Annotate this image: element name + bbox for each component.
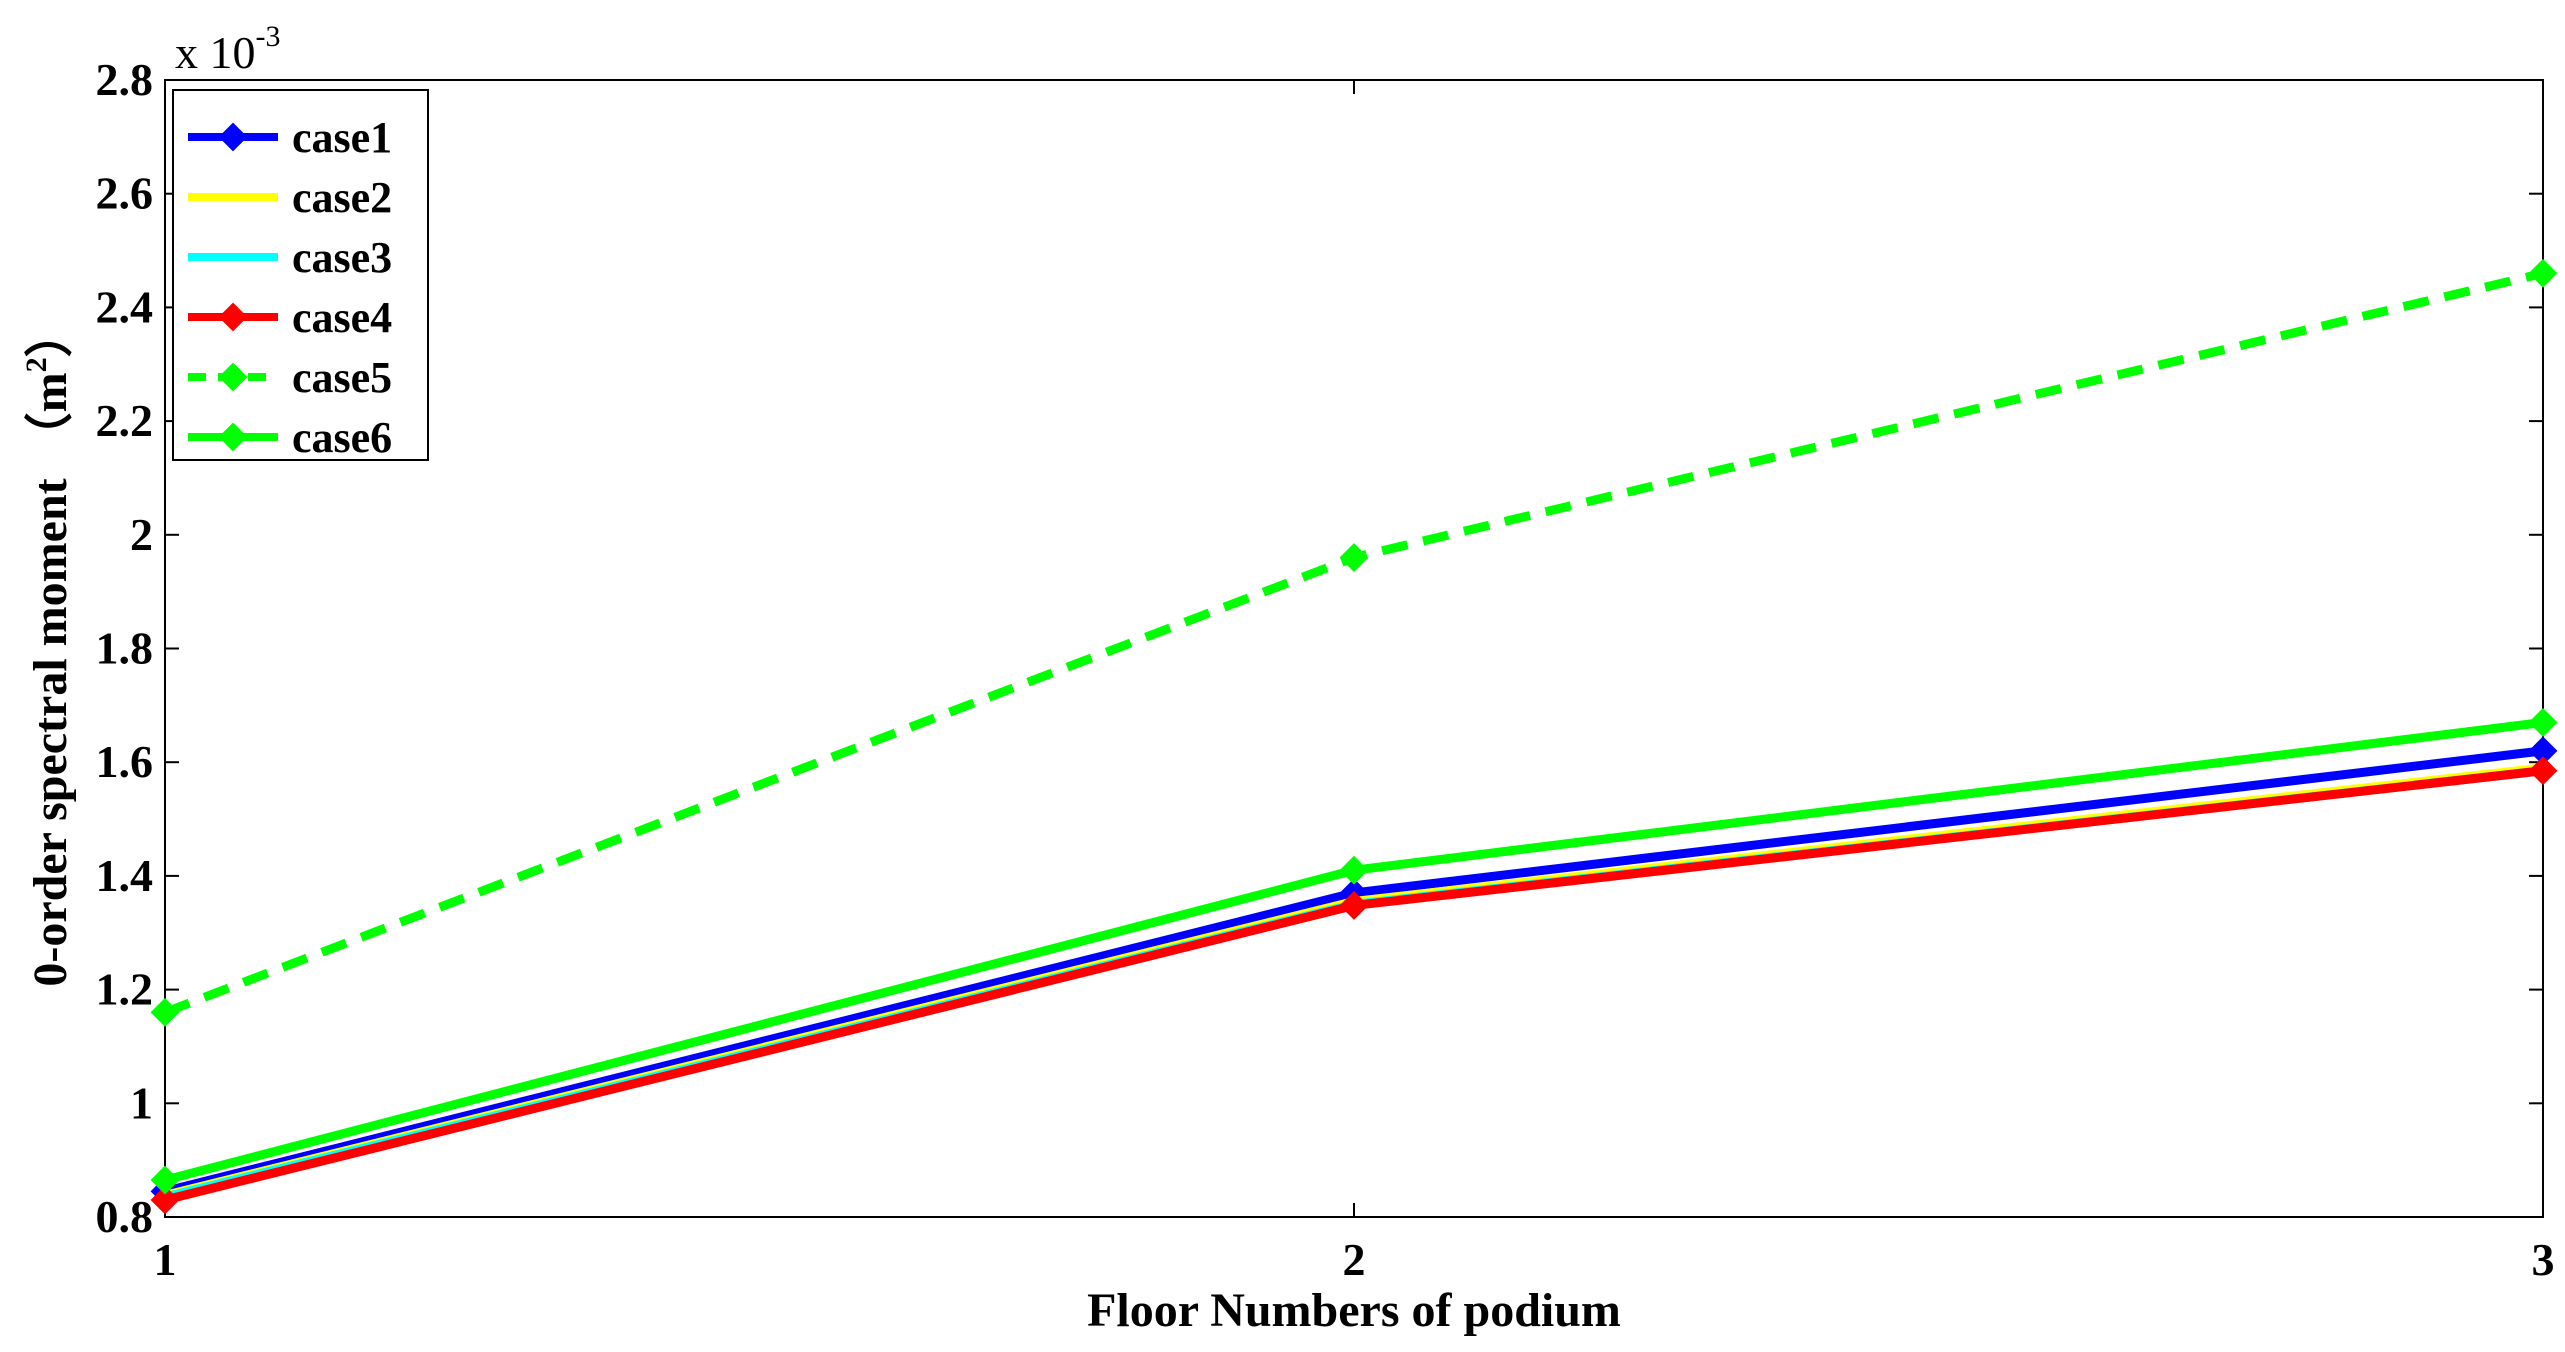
legend-label: case4 — [292, 293, 392, 342]
legend-box — [172, 89, 429, 461]
y-axis: 0.8 1 1.2 1.4 1.6 1.8 2 2.2 2.4 2.6 2.8 — [96, 54, 2543, 1242]
y-tick-label: 2.2 — [96, 395, 154, 446]
series-case4 — [150, 756, 2558, 1215]
series-case5 — [150, 258, 2558, 1027]
data-point-case5 — [2528, 258, 2558, 288]
legend-item-case2: case2 — [188, 173, 392, 222]
legend-item-case5: case5 — [188, 353, 392, 402]
data-point-case4 — [1339, 891, 1369, 920]
y-tick-label: 1.2 — [96, 964, 154, 1015]
legend-marker — [218, 422, 248, 452]
legend-label: case2 — [292, 173, 392, 222]
data-point-case5 — [150, 997, 180, 1027]
legend-label: case6 — [292, 413, 392, 462]
data-point-case6 — [150, 1165, 180, 1195]
y-multiplier-base: x 10 — [175, 27, 256, 78]
y-tick-label: 2.8 — [96, 54, 154, 105]
data-point-case4 — [150, 1185, 180, 1215]
legend-label: case3 — [292, 233, 392, 282]
x-tick-label: 2 — [1343, 1234, 1366, 1285]
data-point-case4 — [2528, 756, 2558, 786]
y-axis-title-unit-open: （m — [24, 372, 77, 460]
data-point-case6 — [1339, 855, 1369, 885]
y-multiplier-exp: -3 — [256, 20, 281, 53]
legend-item-case4: case4 — [188, 293, 392, 342]
y-multiplier: x 10-3 — [175, 20, 281, 78]
series-case6 — [150, 707, 2558, 1195]
legend-item-case6: case6 — [188, 413, 392, 462]
data-point-case6 — [2528, 707, 2558, 737]
y-axis-title-unit-sup: 2 — [20, 357, 53, 372]
y-tick-label: 0.8 — [96, 1191, 154, 1242]
series-layer — [150, 258, 2558, 1215]
y-tick-label: 2.6 — [96, 168, 154, 219]
legend-label: case5 — [292, 353, 392, 402]
legend-item-case3: case3 — [188, 233, 392, 282]
y-axis-title-unit-close: ） — [24, 309, 77, 357]
legend-item-case1: case1 — [188, 113, 392, 162]
x-axis: 1 2 3 — [154, 80, 2555, 1285]
y-tick-label: 1 — [130, 1077, 153, 1128]
legend-label: case1 — [292, 113, 392, 162]
legend-marker — [218, 362, 248, 392]
y-tick-label: 1.6 — [96, 736, 154, 787]
y-tick-label: 1.4 — [96, 850, 154, 901]
legend: case1 case2 case3 case4 case5 case6 — [172, 89, 429, 462]
data-point-case5 — [1339, 543, 1369, 572]
y-axis-title: 0-order spectral moment （m2） — [20, 309, 77, 986]
y-tick-label: 1.8 — [96, 623, 154, 674]
y-axis-title-main: 0-order spectral moment — [24, 478, 77, 986]
y-tick-label: 2.4 — [96, 281, 154, 332]
legend-marker — [218, 122, 248, 152]
x-tick-label: 3 — [2532, 1234, 2555, 1285]
y-tick-label: 2 — [130, 509, 153, 560]
x-tick-label: 1 — [154, 1234, 177, 1285]
plot-area — [164, 79, 2544, 1218]
x-axis-title: Floor Numbers of podium — [1087, 1284, 1621, 1337]
legend-marker — [218, 302, 248, 332]
